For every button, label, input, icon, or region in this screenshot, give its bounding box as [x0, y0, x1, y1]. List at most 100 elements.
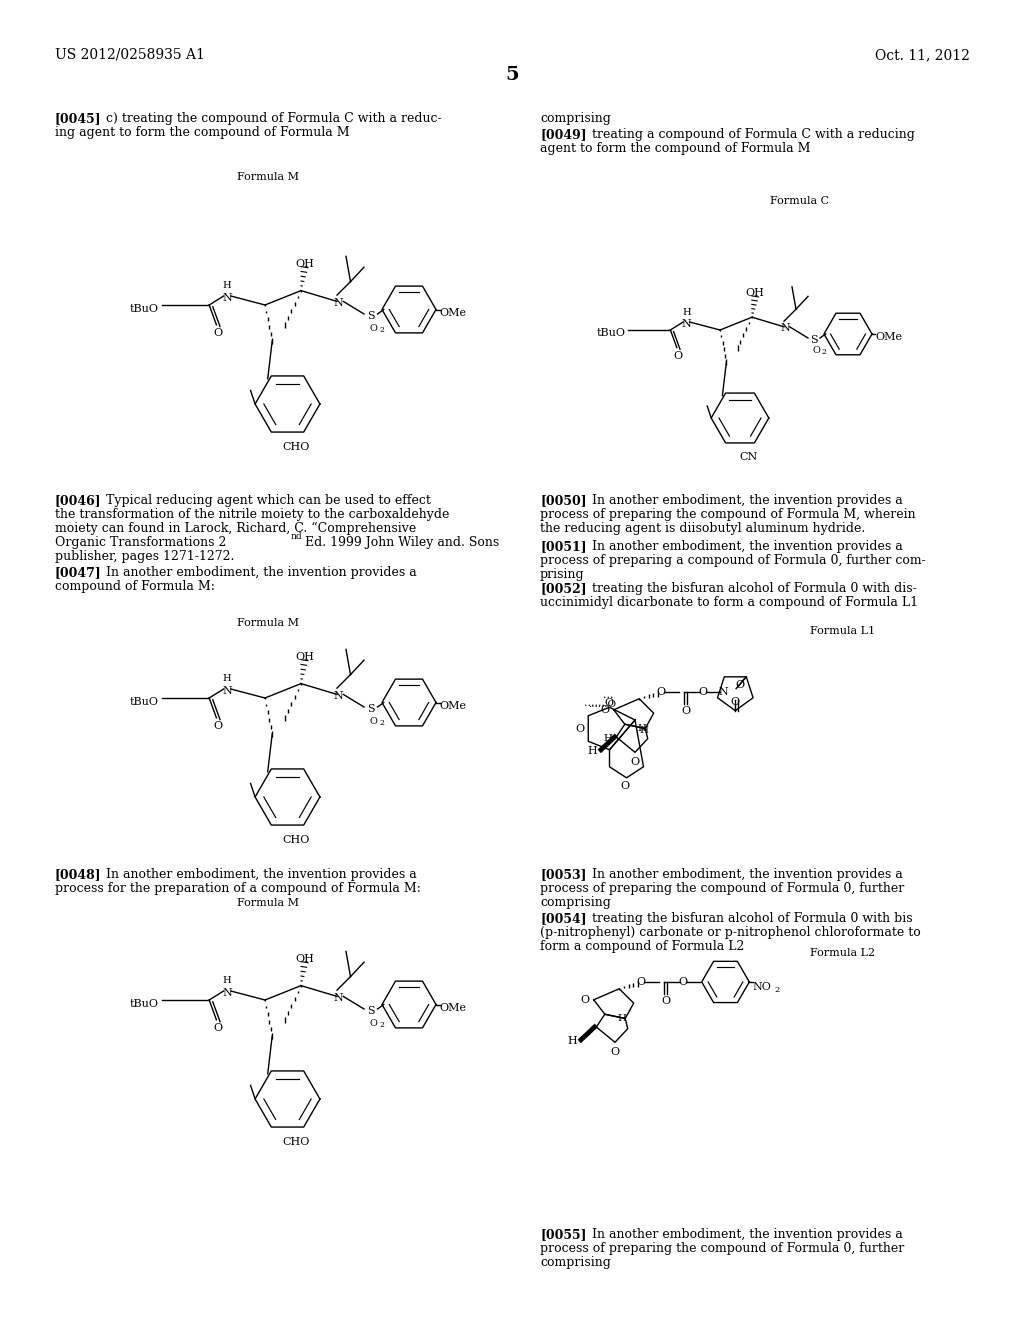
Text: compound of Formula M:: compound of Formula M: — [55, 579, 215, 593]
Text: OMe: OMe — [439, 308, 467, 318]
Text: OH: OH — [745, 288, 765, 298]
Text: O: O — [656, 686, 665, 697]
Text: process of preparing a compound of Formula 0, further com-: process of preparing a compound of Formu… — [540, 554, 926, 568]
Text: In another embodiment, the invention provides a: In another embodiment, the invention pro… — [592, 540, 903, 553]
Text: agent to form the compound of Formula M: agent to form the compound of Formula M — [540, 143, 811, 154]
Text: Formula M: Formula M — [237, 898, 299, 908]
Text: moiety can found in Larock, Richard, C. “Comprehensive: moiety can found in Larock, Richard, C. … — [55, 521, 416, 535]
Text: process of preparing the compound of Formula 0, further: process of preparing the compound of For… — [540, 1242, 904, 1255]
Text: O: O — [662, 995, 671, 1006]
Text: ......O: ......O — [584, 698, 613, 708]
Text: 2: 2 — [775, 986, 780, 994]
Text: O: O — [574, 723, 584, 734]
Text: Ed. 1999 John Wiley and. Sons: Ed. 1999 John Wiley and. Sons — [305, 536, 500, 549]
Text: tBuO: tBuO — [130, 304, 159, 314]
Text: [0050]: [0050] — [540, 494, 587, 507]
Text: [0053]: [0053] — [540, 869, 587, 880]
Text: O: O — [369, 1019, 377, 1028]
Text: process of preparing the compound of Formula 0, further: process of preparing the compound of For… — [540, 882, 904, 895]
Text: O: O — [621, 781, 630, 791]
Text: treating the bisfuran alcohol of Formula 0 with dis-: treating the bisfuran alcohol of Formula… — [592, 582, 916, 595]
Text: O: O — [731, 697, 740, 708]
Text: O: O — [674, 351, 683, 360]
Text: (p-nitrophenyl) carbonate or p-nitrophenol chloroformate to: (p-nitrophenyl) carbonate or p-nitrophen… — [540, 927, 921, 939]
Text: O: O — [581, 995, 590, 1005]
Text: Organic Transformations 2: Organic Transformations 2 — [55, 536, 226, 549]
Text: Typical reducing agent which can be used to effect: Typical reducing agent which can be used… — [106, 494, 431, 507]
Text: H: H — [638, 723, 646, 733]
Text: US 2012/0258935 A1: US 2012/0258935 A1 — [55, 48, 205, 62]
Text: CHO: CHO — [283, 834, 310, 845]
Text: O: O — [214, 329, 223, 338]
Text: N: N — [222, 293, 232, 302]
Text: S: S — [368, 310, 375, 321]
Text: O: O — [698, 686, 708, 697]
Text: c) treating the compound of Formula C with a reduc-: c) treating the compound of Formula C wi… — [106, 112, 441, 125]
Text: [0045]: [0045] — [55, 112, 101, 125]
Text: 2: 2 — [379, 326, 384, 334]
Text: process of preparing the compound of Formula M, wherein: process of preparing the compound of For… — [540, 508, 915, 521]
Text: S: S — [368, 704, 375, 714]
Text: Formula C: Formula C — [770, 195, 829, 206]
Text: In another embodiment, the invention provides a: In another embodiment, the invention pro… — [106, 566, 417, 579]
Text: CHO: CHO — [283, 442, 310, 451]
Text: CHO: CHO — [283, 1137, 310, 1147]
Text: O: O — [214, 1023, 223, 1034]
Text: H: H — [682, 308, 691, 317]
Text: prising: prising — [540, 568, 585, 581]
Text: N: N — [719, 686, 728, 697]
Text: Formula L1: Formula L1 — [810, 626, 876, 636]
Text: H: H — [223, 673, 231, 682]
Text: O: O — [631, 756, 640, 767]
Text: ...: ... — [602, 690, 613, 701]
Text: In another embodiment, the invention provides a: In another embodiment, the invention pro… — [592, 869, 903, 880]
Text: H: H — [639, 726, 648, 735]
Text: H: H — [223, 281, 231, 289]
Text: [0055]: [0055] — [540, 1228, 587, 1241]
Text: In another embodiment, the invention provides a: In another embodiment, the invention pro… — [592, 494, 903, 507]
Text: OH: OH — [295, 954, 314, 964]
Text: N: N — [780, 323, 791, 334]
Text: N: N — [334, 298, 344, 308]
Text: O: O — [600, 705, 609, 715]
Text: treating the bisfuran alcohol of Formula 0 with bis: treating the bisfuran alcohol of Formula… — [592, 912, 912, 925]
Text: S: S — [368, 1006, 375, 1016]
Text: O: O — [735, 680, 744, 690]
Text: Formula M: Formula M — [237, 618, 299, 628]
Text: comprising: comprising — [540, 112, 611, 125]
Text: uccinimidyl dicarbonate to form a compound of Formula L1: uccinimidyl dicarbonate to form a compou… — [540, 597, 919, 609]
Text: H: H — [617, 1014, 627, 1023]
Text: the transformation of the nitrile moiety to the carboxaldehyde: the transformation of the nitrile moiety… — [55, 508, 450, 521]
Text: N: N — [682, 318, 691, 329]
Text: publisher, pages 1271-1272.: publisher, pages 1271-1272. — [55, 550, 234, 564]
Text: [0054]: [0054] — [540, 912, 587, 925]
Text: [0046]: [0046] — [55, 494, 101, 507]
Text: [0048]: [0048] — [55, 869, 101, 880]
Text: O: O — [610, 1047, 620, 1056]
Text: comprising: comprising — [540, 1257, 611, 1269]
Text: form a compound of Formula L2: form a compound of Formula L2 — [540, 940, 744, 953]
Text: O: O — [679, 977, 687, 987]
Text: process for the preparation of a compound of Formula M:: process for the preparation of a compoun… — [55, 882, 421, 895]
Text: 2: 2 — [379, 719, 384, 727]
Text: tBuO: tBuO — [597, 329, 626, 338]
Text: S: S — [811, 334, 818, 345]
Text: OMe: OMe — [439, 701, 467, 711]
Text: O: O — [636, 977, 645, 987]
Text: comprising: comprising — [540, 896, 611, 909]
Text: OMe: OMe — [876, 333, 902, 342]
Text: N: N — [334, 993, 344, 1003]
Text: ......O: ......O — [588, 700, 616, 709]
Text: N: N — [222, 686, 232, 696]
Text: In another embodiment, the invention provides a: In another embodiment, the invention pro… — [592, 1228, 903, 1241]
Text: Oct. 11, 2012: Oct. 11, 2012 — [876, 48, 970, 62]
Text: O: O — [681, 706, 690, 715]
Text: tBuO: tBuO — [130, 999, 159, 1008]
Text: OH: OH — [295, 259, 314, 269]
Text: OH: OH — [295, 652, 314, 663]
Text: OMe: OMe — [439, 1003, 467, 1014]
Text: 2: 2 — [379, 1022, 384, 1030]
Text: N: N — [222, 987, 232, 998]
Text: [0051]: [0051] — [540, 540, 587, 553]
Text: H: H — [603, 734, 612, 743]
